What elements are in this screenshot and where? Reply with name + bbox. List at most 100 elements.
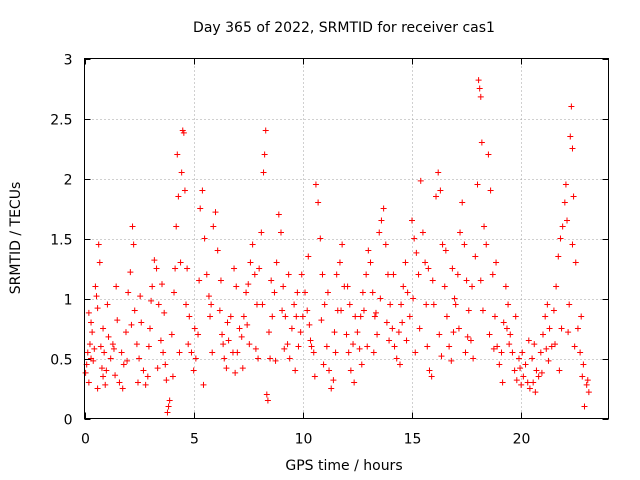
data-point <box>307 337 314 344</box>
data-point <box>195 331 202 338</box>
data-point <box>472 253 479 260</box>
data-point <box>561 199 568 206</box>
x-tick-labels: 0 5 10 15 20 <box>81 432 530 448</box>
data-point <box>305 253 312 260</box>
data-point <box>236 325 243 332</box>
data-point <box>168 331 175 338</box>
data-point <box>203 271 210 278</box>
data-point <box>386 337 393 344</box>
data-point <box>469 283 476 290</box>
data-point <box>461 241 468 248</box>
data-point <box>506 341 513 348</box>
data-point <box>200 381 207 388</box>
data-point <box>225 337 232 344</box>
data-point <box>564 217 571 224</box>
data-point <box>585 389 592 396</box>
data-point <box>422 259 429 266</box>
data-point <box>112 372 119 379</box>
data-point <box>572 259 579 266</box>
data-point <box>580 361 587 368</box>
data-point <box>273 259 280 266</box>
data-point <box>306 321 313 328</box>
data-point <box>317 235 324 242</box>
data-point <box>137 293 144 300</box>
data-point <box>95 241 102 248</box>
data-point <box>522 361 529 368</box>
data-point <box>201 235 208 242</box>
data-point <box>94 305 101 312</box>
data-point <box>499 379 506 386</box>
data-point <box>498 349 505 356</box>
data-point <box>532 389 539 396</box>
data-point <box>166 397 173 404</box>
data-point <box>208 301 215 308</box>
data-point <box>320 361 327 368</box>
data-point <box>374 331 381 338</box>
data-point <box>252 345 259 352</box>
data-point <box>315 199 322 206</box>
data-point <box>159 281 166 288</box>
data-point <box>533 367 540 374</box>
data-point <box>531 341 538 348</box>
data-point <box>140 367 147 374</box>
data-point <box>281 345 288 352</box>
data-point <box>116 379 123 386</box>
y-axis-title: SRMTID / TECUs <box>8 182 24 295</box>
data-point <box>507 331 514 338</box>
data-point <box>249 241 256 248</box>
data-point <box>535 373 542 380</box>
data-point <box>356 345 363 352</box>
x-tick-label: 20 <box>513 432 531 448</box>
data-point <box>540 331 546 338</box>
data-point <box>489 271 496 278</box>
data-point <box>424 343 431 350</box>
data-point <box>391 343 398 350</box>
data-point <box>304 307 311 314</box>
data-point <box>197 205 204 212</box>
data-point <box>449 265 456 272</box>
data-point <box>485 151 492 158</box>
data-point <box>450 329 457 336</box>
data-point <box>520 373 527 380</box>
data-point <box>286 355 293 362</box>
data-point <box>310 349 317 356</box>
data-point <box>525 337 532 344</box>
data-point <box>162 361 169 368</box>
data-point <box>124 357 131 364</box>
data-point <box>351 379 358 386</box>
data-point <box>205 293 212 300</box>
data-point <box>178 169 185 176</box>
data-point <box>406 313 413 320</box>
data-points <box>82 77 592 416</box>
data-point <box>333 271 340 278</box>
data-point <box>176 349 183 356</box>
data-point <box>464 333 471 340</box>
data-point <box>118 349 125 356</box>
data-point <box>430 301 437 308</box>
data-point <box>557 235 564 242</box>
data-point <box>183 301 190 308</box>
data-point <box>90 357 97 364</box>
data-point <box>217 277 224 284</box>
data-point <box>127 269 134 276</box>
data-point <box>365 247 372 254</box>
data-point <box>185 341 192 348</box>
chart-title: Day 365 of 2022, SRMTID for receiver cas… <box>193 20 495 36</box>
data-point <box>441 283 448 290</box>
data-point <box>548 343 555 350</box>
data-point <box>94 385 101 392</box>
data-point <box>343 331 350 338</box>
data-point <box>102 381 109 388</box>
data-point <box>214 247 221 254</box>
data-point <box>279 307 286 314</box>
data-point <box>389 325 396 332</box>
data-point <box>410 295 417 302</box>
data-point <box>181 187 188 194</box>
data-point <box>369 289 376 296</box>
data-point <box>367 259 374 266</box>
data-point <box>180 129 187 136</box>
data-point <box>350 341 357 348</box>
data-point <box>526 385 533 392</box>
data-point <box>436 331 443 338</box>
data-point <box>354 329 361 336</box>
